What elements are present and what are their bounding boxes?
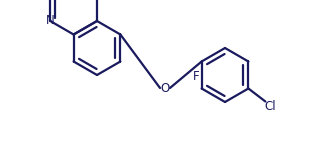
- Text: O: O: [160, 81, 170, 94]
- Text: Cl: Cl: [265, 100, 276, 113]
- Text: F: F: [193, 70, 200, 83]
- Text: N: N: [46, 15, 55, 27]
